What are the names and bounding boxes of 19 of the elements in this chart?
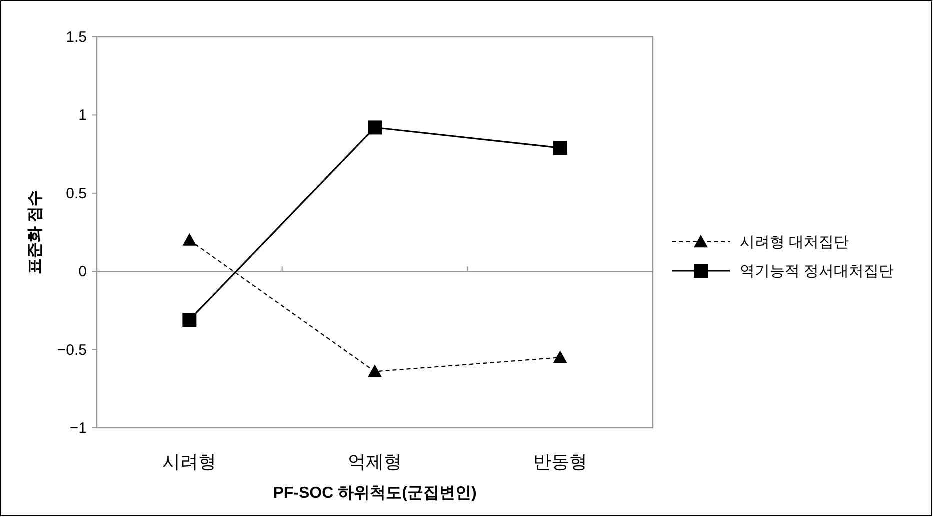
y-tick-label: 0.5: [66, 185, 87, 202]
point: [368, 364, 382, 378]
point: [553, 141, 568, 156]
y-tick-label: −1: [70, 420, 87, 437]
point: [368, 120, 382, 135]
y-tick-label: 1: [78, 107, 87, 124]
point: [182, 313, 197, 328]
legend-label: 시려형 대처집단: [740, 234, 850, 251]
x-tick-label: 억제형: [348, 452, 402, 472]
x-axis-title: PF-SOC 하위척도(군집변인): [273, 485, 477, 502]
y-tick-label: −0.5: [57, 342, 87, 359]
point: [182, 233, 197, 246]
x-tick-label: 시려형: [162, 452, 217, 472]
y-tick-label: 1.5: [66, 29, 87, 46]
point: [553, 350, 568, 364]
y-axis-title: 표준화 점수: [27, 190, 44, 275]
legend-label: 역기능적 정서대처집단: [740, 263, 894, 280]
y-tick-label: 0: [78, 264, 87, 281]
x-tick-label: 반동형: [533, 452, 588, 472]
